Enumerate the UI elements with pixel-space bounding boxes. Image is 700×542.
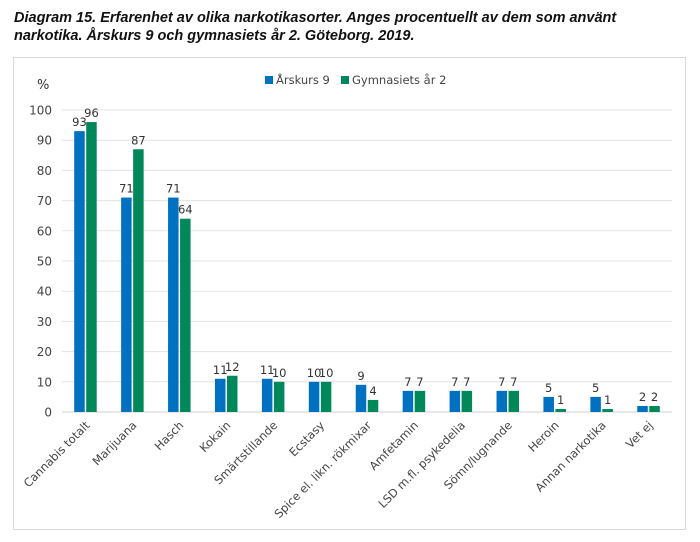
bar-arskurs9	[261, 378, 273, 412]
y-tick-label: 20	[37, 345, 52, 359]
data-label: 93	[72, 115, 87, 129]
data-label: 1	[604, 393, 611, 407]
data-label: 7	[451, 375, 458, 389]
y-tick-label: 70	[37, 194, 52, 208]
x-tick-label: Hasch	[152, 418, 187, 453]
bar-gymnasiet2	[273, 381, 285, 412]
data-label: 7	[416, 375, 423, 389]
x-tick-label: Heroin	[525, 418, 562, 455]
chart-frame	[13, 57, 686, 530]
data-label: 7	[498, 375, 505, 389]
legend-swatch	[265, 76, 273, 84]
bar-gymnasiet2	[133, 149, 144, 412]
data-label: 11	[260, 363, 275, 377]
bar-arskurs9	[543, 396, 554, 412]
legend-label: Gymnasiets år 2	[352, 73, 446, 87]
data-label: 7	[463, 375, 470, 389]
bars	[74, 122, 660, 412]
x-tick-label: Kokain	[197, 418, 234, 455]
legend-swatch	[341, 76, 349, 84]
bar-gymnasiet2	[649, 405, 660, 412]
y-tick-label: 30	[37, 315, 52, 329]
bar-arskurs9	[168, 197, 179, 412]
gridlines	[62, 109, 672, 413]
data-label: 7	[404, 375, 411, 389]
legend-label: Årskurs 9	[276, 72, 330, 87]
data-label: 71	[166, 182, 181, 196]
data-label: 96	[84, 106, 99, 120]
data-label: 9	[357, 369, 364, 383]
bar-gymnasiet2	[180, 218, 191, 412]
title-line-2: narkotika. Årskurs 9 och gymnasiets år 2…	[14, 28, 415, 44]
data-label: 7	[510, 375, 517, 389]
bar-arskurs9	[214, 378, 226, 412]
y-tick-label: 60	[37, 224, 52, 238]
legend: Årskurs 9 Gymnasiets år 2	[265, 72, 446, 87]
bar-gymnasiet2	[226, 375, 238, 412]
bar-gymnasiet2	[555, 408, 566, 412]
data-label: 87	[131, 133, 146, 147]
bar-arskurs9	[355, 384, 367, 412]
bar-gymnasiet2	[320, 381, 332, 412]
bar-gymnasiet2	[414, 390, 426, 412]
bar-arskurs9	[402, 390, 414, 412]
chart-title: Diagram 15. Erfarenhet av olika narkotik…	[14, 9, 694, 45]
data-label: 10	[319, 366, 334, 380]
bar-arskurs9	[121, 197, 132, 412]
bar-arskurs9	[74, 131, 85, 412]
x-tick-label: Spice el. likn. rökmixar	[271, 418, 374, 521]
x-tick-label: Marijuana	[89, 418, 139, 468]
data-label: 2	[639, 390, 646, 404]
y-tick-label: 80	[37, 164, 52, 178]
x-tick-label: Cannabis totalt	[21, 418, 93, 490]
bar-gymnasiet2	[461, 390, 473, 412]
bar-gymnasiet2	[602, 408, 613, 412]
bar-arskurs9	[590, 396, 601, 412]
bar-gymnasiet2	[508, 390, 520, 412]
data-label: 10	[272, 366, 287, 380]
data-label: 11	[213, 363, 228, 377]
data-label: 1	[557, 393, 564, 407]
y-axis-label: %	[37, 78, 49, 93]
y-tick-label: 40	[37, 285, 52, 299]
bar-arskurs9	[308, 381, 320, 412]
data-label: 4	[369, 384, 376, 398]
data-label: 71	[119, 182, 134, 196]
x-tick-label: LSD m.fl. psykedelia	[375, 418, 468, 511]
data-label: 5	[592, 381, 599, 395]
data-label: 64	[178, 203, 193, 217]
bar-arskurs9	[637, 405, 648, 412]
bar-arskurs9	[496, 390, 508, 412]
data-label: 2	[651, 390, 658, 404]
y-tick-label: 100	[29, 104, 52, 118]
bar-gymnasiet2	[86, 122, 97, 412]
title-line-1: Diagram 15. Erfarenhet av olika narkotik…	[14, 10, 617, 26]
y-tick-label: 10	[37, 375, 52, 389]
y-axis-ticks: 0 10 20 30 40 50 60 70 80 90 100	[29, 104, 52, 420]
data-label: 12	[225, 360, 240, 374]
x-tick-label: Vet ej	[623, 418, 656, 451]
bar-gymnasiet2	[367, 399, 379, 412]
data-label: 5	[545, 381, 552, 395]
y-tick-label: 90	[37, 134, 52, 148]
bar-arskurs9	[449, 390, 461, 412]
y-tick-label: 50	[37, 255, 52, 269]
data-label: 10	[307, 366, 322, 380]
x-tick-label: Ecstasy	[286, 418, 327, 459]
y-tick-label: 0	[44, 406, 52, 420]
